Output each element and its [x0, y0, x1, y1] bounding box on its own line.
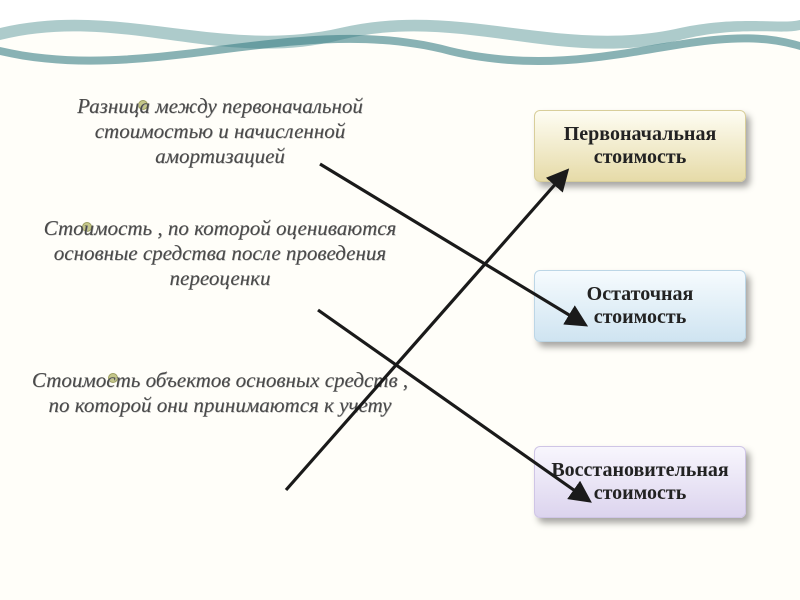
- bullet-text: Стоимость объектов основных средств , по…: [32, 368, 408, 417]
- concept-box-initial-cost: Первоначальная стоимость: [534, 110, 746, 182]
- concept-box-residual-cost: Остаточная стоимость: [534, 270, 746, 342]
- slide-canvas: Разница между первоначальной стоимостью …: [0, 0, 800, 600]
- concept-box-replacement-cost: Восстановительная стоимость: [534, 446, 746, 518]
- bullet-item-2: Стоимость , по которой оцениваются основ…: [30, 216, 410, 291]
- bullet-item-1: Разница между первоначальной стоимостью …: [30, 94, 410, 169]
- box-label: Остаточная стоимость: [587, 283, 694, 328]
- bullet-text: Стоимость , по которой оцениваются основ…: [44, 216, 397, 290]
- bullet-text: Разница между первоначальной стоимостью …: [77, 94, 363, 168]
- bullet-item-3: Стоимость объектов основных средств , по…: [30, 368, 410, 418]
- box-label: Восстановительная стоимость: [551, 459, 728, 504]
- box-label: Первоначальная стоимость: [564, 123, 717, 168]
